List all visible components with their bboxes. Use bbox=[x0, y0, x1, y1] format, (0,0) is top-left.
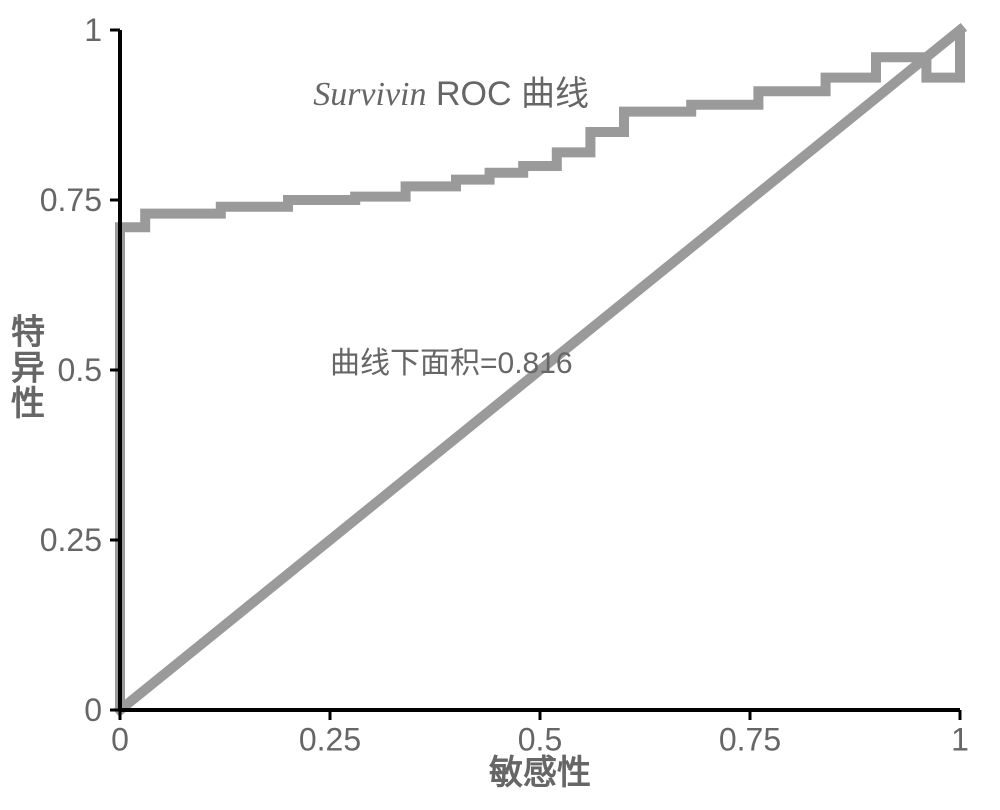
y-tick-label: 0.5 bbox=[58, 352, 102, 388]
roc-chart: 0 0.25 0.5 0.75 1 0 0.25 0.5 0.75 1 敏感性 特异性 Survivin… bbox=[0, 0, 1000, 810]
y-tick-label: 0.25 bbox=[40, 522, 102, 558]
x-tick-label: 0.75 bbox=[719, 721, 781, 757]
x-tick-label: 0.5 bbox=[518, 721, 562, 757]
chart-title: Survivin ROC 曲线 bbox=[313, 75, 589, 113]
roc-chart-svg: 0 0.25 0.5 0.75 1 0 0.25 0.5 0.75 1 敏感性 特异性 Survivin… bbox=[0, 0, 1000, 810]
y-axis-title: 特异性 bbox=[11, 314, 45, 423]
auc-label: 曲线下面积=0.816 bbox=[330, 347, 573, 380]
y-tick-label: 0 bbox=[84, 692, 102, 728]
y-tick-label: 0.75 bbox=[40, 182, 102, 218]
x-tick-label: 0.25 bbox=[299, 721, 361, 757]
x-tick-label: 0 bbox=[111, 721, 129, 757]
y-tick-label: 1 bbox=[84, 12, 102, 48]
x-axis-title: 敏感性 bbox=[489, 754, 591, 792]
x-tick-label: 1 bbox=[951, 721, 969, 757]
